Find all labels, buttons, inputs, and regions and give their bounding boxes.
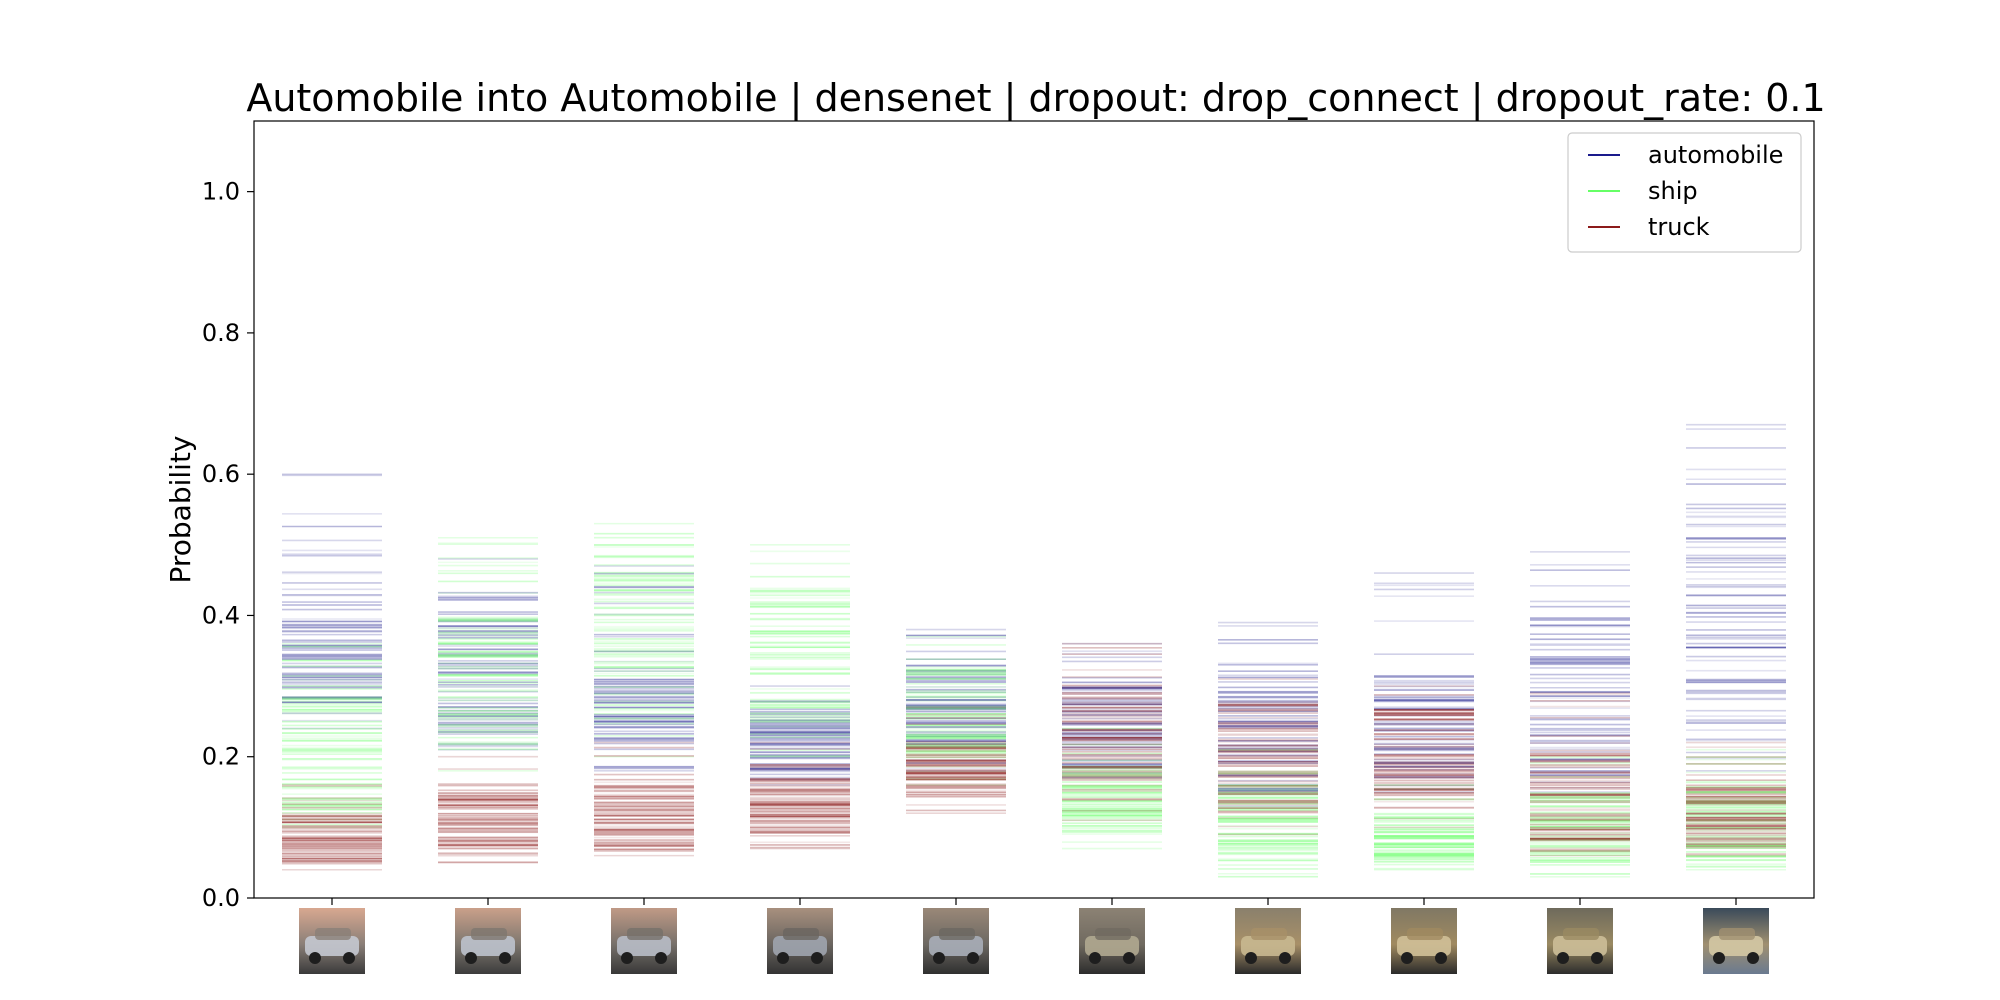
- x-tick-image: [1079, 908, 1145, 974]
- strip-automobile-2: [438, 558, 538, 751]
- legend-entry-ship: ship: [1588, 177, 1698, 205]
- strip-truck-10: [1686, 741, 1786, 857]
- series-truck: [282, 642, 1786, 871]
- strip-automobile-6: [1062, 642, 1162, 779]
- strip-truck-7: [1218, 678, 1318, 836]
- strip-ship-8: [1374, 784, 1474, 871]
- y-tick-label: 0.0: [202, 884, 240, 912]
- x-tick-image: [1547, 908, 1613, 974]
- series-ship: [282, 522, 1786, 878]
- y-tick-label: 0.4: [202, 601, 240, 629]
- strip-automobile-9: [1530, 551, 1630, 793]
- y-tick-label: 1.0: [202, 178, 240, 206]
- legend: automobile ship truck: [1567, 132, 1802, 253]
- x-tick-image: [455, 908, 521, 974]
- x-tick-image: [1703, 908, 1769, 974]
- plot-frame: [253, 120, 1815, 899]
- x-tick-image: [1391, 908, 1457, 974]
- x-tick-image: [1235, 908, 1301, 974]
- strip-ship-5: [906, 635, 1006, 786]
- strip-automobile-4: [750, 685, 850, 786]
- strip-ship-10: [1686, 748, 1786, 871]
- strip-automobile-7: [1218, 621, 1318, 807]
- chart-marks: [282, 423, 1786, 878]
- x-tick-image: [611, 908, 677, 974]
- strip-truck-4: [750, 741, 850, 850]
- strip-ship-7: [1218, 748, 1318, 878]
- strip-ship-4: [750, 544, 850, 758]
- strip-ship-6: [1062, 727, 1162, 850]
- strip-automobile-5: [906, 628, 1006, 772]
- legend-label: ship: [1648, 177, 1698, 205]
- chart-title: Automobile into Automobile | densenet | …: [246, 76, 1825, 121]
- strip-truck-9: [1530, 692, 1630, 857]
- legend-frame: [1567, 132, 1802, 253]
- strip-truck-2: [438, 755, 538, 864]
- strip-truck-5: [906, 706, 1006, 815]
- strip-ship-9: [1530, 755, 1630, 878]
- y-axis-label: Probability: [164, 435, 197, 583]
- x-tick-image: [767, 908, 833, 974]
- strip-automobile-1: [282, 473, 382, 730]
- y-tick-label: 0.2: [202, 743, 240, 771]
- strip-automobile-3: [594, 565, 694, 772]
- y-axis: 0.0 0.2 0.4 0.6 0.8 1.0: [202, 178, 254, 912]
- series-automobile: [282, 423, 1786, 807]
- strip-truck-6: [1062, 642, 1162, 822]
- strip-truck-8: [1374, 685, 1474, 829]
- x-tick-image: [299, 908, 365, 974]
- strip-ship-1: [282, 642, 382, 829]
- strip-automobile-8: [1374, 572, 1474, 793]
- legend-entry-truck: truck: [1588, 213, 1710, 241]
- y-tick-label: 0.8: [202, 319, 240, 347]
- legend-label: automobile: [1648, 141, 1783, 169]
- strip-ship-2: [438, 536, 538, 772]
- strip-truck-1: [282, 784, 382, 871]
- strip-automobile-10: [1686, 423, 1786, 772]
- x-axis: [299, 898, 1769, 974]
- strip-truck-3: [594, 741, 694, 857]
- strip-ship-3: [594, 522, 694, 758]
- legend-label: truck: [1648, 213, 1710, 241]
- legend-entry-automobile: automobile: [1588, 141, 1783, 169]
- y-tick-label: 0.6: [202, 460, 240, 488]
- x-tick-image: [923, 908, 989, 974]
